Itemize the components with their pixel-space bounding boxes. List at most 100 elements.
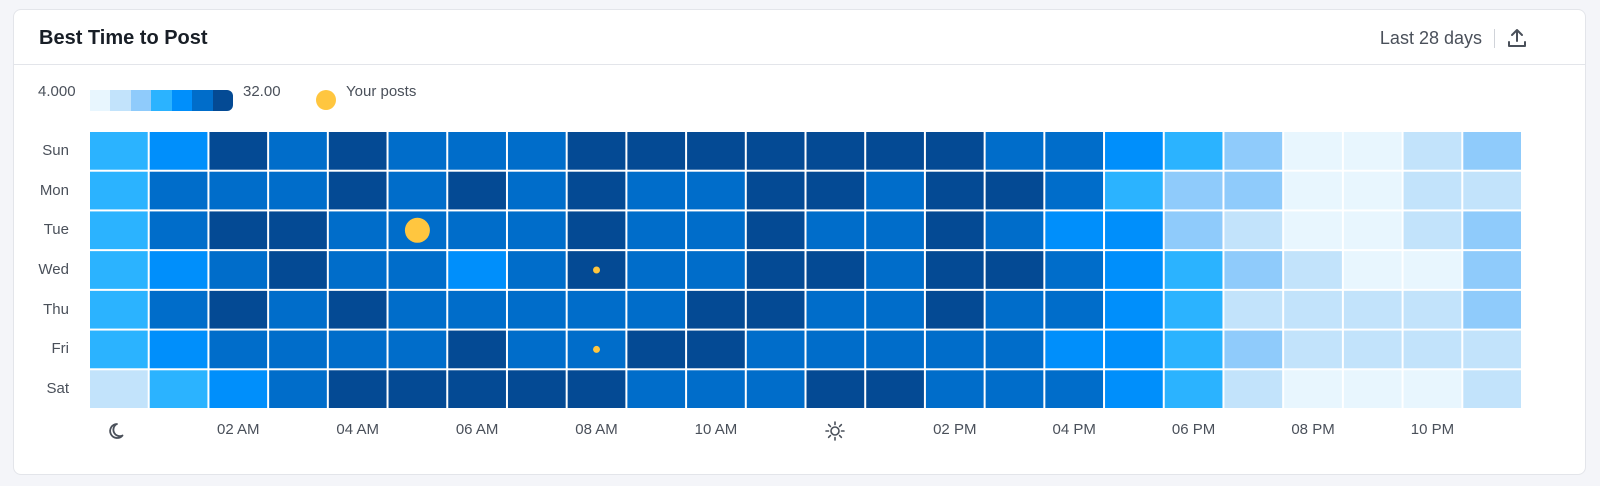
heatmap-cell-thu-04[interactable] <box>328 290 387 329</box>
heatmap-cell-mon-16[interactable] <box>1045 171 1104 210</box>
heatmap-cell-wed-01[interactable] <box>149 251 208 289</box>
heatmap-cell-sun-12[interactable] <box>806 132 865 170</box>
heatmap-cell-mon-14[interactable] <box>925 171 984 210</box>
heatmap-cell-tue-13[interactable] <box>866 211 924 250</box>
heatmap-cell-wed-15[interactable] <box>985 251 1044 289</box>
heatmap-cell-mon-07[interactable] <box>507 171 566 210</box>
heatmap-cell-sat-18[interactable] <box>1164 370 1223 408</box>
heatmap-cell-fri-03[interactable] <box>269 330 327 369</box>
heatmap-cell-fri-01[interactable] <box>149 330 208 369</box>
heatmap-cell-sat-08[interactable] <box>567 370 626 408</box>
heatmap-cell-tue-09[interactable] <box>627 211 686 250</box>
heatmap-cell-fri-04[interactable] <box>328 330 387 369</box>
heatmap-cell-tue-20[interactable] <box>1284 211 1342 250</box>
heatmap-cell-thu-02[interactable] <box>209 290 268 329</box>
heatmap-cell-thu-05[interactable] <box>388 290 447 329</box>
heatmap-cell-thu-14[interactable] <box>925 290 984 329</box>
heatmap-cell-sat-22[interactable] <box>1403 370 1462 408</box>
heatmap-cell-fri-14[interactable] <box>925 330 984 369</box>
heatmap-cell-sun-01[interactable] <box>149 132 208 170</box>
heatmap-cell-thu-12[interactable] <box>806 290 865 329</box>
heatmap-cell-mon-23[interactable] <box>1463 171 1521 210</box>
heatmap-cell-thu-03[interactable] <box>269 290 327 329</box>
heatmap-cell-fri-13[interactable] <box>866 330 924 369</box>
heatmap-cell-tue-16[interactable] <box>1045 211 1104 250</box>
heatmap-cell-fri-11[interactable] <box>746 330 805 369</box>
heatmap-cell-fri-21[interactable] <box>1343 330 1402 369</box>
heatmap-cell-thu-10[interactable] <box>687 290 745 329</box>
heatmap-cell-sun-05[interactable] <box>388 132 447 170</box>
heatmap-cell-mon-09[interactable] <box>627 171 686 210</box>
heatmap-cell-wed-22[interactable] <box>1403 251 1462 289</box>
heatmap-cell-sun-04[interactable] <box>328 132 387 170</box>
heatmap-cell-sun-21[interactable] <box>1343 132 1402 170</box>
post-marker-fri-8[interactable] <box>593 345 601 353</box>
heatmap-cell-wed-16[interactable] <box>1045 251 1104 289</box>
heatmap-cell-sat-20[interactable] <box>1284 370 1342 408</box>
heatmap-cell-sun-07[interactable] <box>507 132 566 170</box>
heatmap-cell-thu-22[interactable] <box>1403 290 1462 329</box>
heatmap-cell-thu-19[interactable] <box>1224 290 1283 329</box>
heatmap-cell-sun-22[interactable] <box>1403 132 1462 170</box>
heatmap-cell-tue-15[interactable] <box>985 211 1044 250</box>
heatmap-cell-tue-10[interactable] <box>687 211 745 250</box>
heatmap-cell-sat-07[interactable] <box>507 370 566 408</box>
heatmap-cell-thu-17[interactable] <box>1105 290 1163 329</box>
heatmap-cell-tue-23[interactable] <box>1463 211 1521 250</box>
heatmap-cell-mon-02[interactable] <box>209 171 268 210</box>
heatmap-cell-tue-11[interactable] <box>746 211 805 250</box>
heatmap-cell-fri-20[interactable] <box>1284 330 1342 369</box>
heatmap-cell-sat-19[interactable] <box>1224 370 1283 408</box>
heatmap-cell-sun-11[interactable] <box>746 132 805 170</box>
heatmap-cell-sun-13[interactable] <box>866 132 924 170</box>
heatmap-cell-fri-02[interactable] <box>209 330 268 369</box>
heatmap-cell-thu-18[interactable] <box>1164 290 1223 329</box>
heatmap-cell-thu-21[interactable] <box>1343 290 1402 329</box>
heatmap-cell-sun-14[interactable] <box>925 132 984 170</box>
heatmap-cell-wed-13[interactable] <box>866 251 924 289</box>
heatmap-cell-tue-12[interactable] <box>806 211 865 250</box>
heatmap-cell-sat-21[interactable] <box>1343 370 1402 408</box>
heatmap-cell-wed-07[interactable] <box>507 251 566 289</box>
heatmap-cell-thu-20[interactable] <box>1284 290 1342 329</box>
heatmap-cell-sat-17[interactable] <box>1105 370 1163 408</box>
heatmap-cell-thu-01[interactable] <box>149 290 208 329</box>
heatmap-cell-thu-23[interactable] <box>1463 290 1521 329</box>
heatmap-cell-wed-02[interactable] <box>209 251 268 289</box>
heatmap-cell-tue-19[interactable] <box>1224 211 1283 250</box>
heatmap-cell-wed-00[interactable] <box>90 251 148 289</box>
heatmap-cell-sat-00[interactable] <box>90 370 148 408</box>
heatmap-cell-mon-04[interactable] <box>328 171 387 210</box>
heatmap-cell-sat-04[interactable] <box>328 370 387 408</box>
heatmap-cell-sun-00[interactable] <box>90 132 148 170</box>
heatmap-cell-mon-15[interactable] <box>985 171 1044 210</box>
heatmap-cell-mon-08[interactable] <box>567 171 626 210</box>
heatmap-cell-wed-09[interactable] <box>627 251 686 289</box>
heatmap-cell-sun-15[interactable] <box>985 132 1044 170</box>
heatmap-cell-wed-10[interactable] <box>687 251 745 289</box>
heatmap-cell-mon-18[interactable] <box>1164 171 1223 210</box>
heatmap-cell-sun-03[interactable] <box>269 132 327 170</box>
heatmap-cell-fri-06[interactable] <box>448 330 506 369</box>
heatmap-cell-fri-19[interactable] <box>1224 330 1283 369</box>
heatmap-cell-mon-22[interactable] <box>1403 171 1462 210</box>
heatmap-cell-wed-14[interactable] <box>925 251 984 289</box>
heatmap-cell-fri-05[interactable] <box>388 330 447 369</box>
heatmap-cell-sat-12[interactable] <box>806 370 865 408</box>
heatmap-cell-thu-13[interactable] <box>866 290 924 329</box>
heatmap-cell-sun-17[interactable] <box>1105 132 1163 170</box>
heatmap-cell-mon-01[interactable] <box>149 171 208 210</box>
heatmap-cell-tue-02[interactable] <box>209 211 268 250</box>
heatmap-cell-sun-18[interactable] <box>1164 132 1223 170</box>
heatmap-cell-thu-07[interactable] <box>507 290 566 329</box>
heatmap-cell-thu-00[interactable] <box>90 290 148 329</box>
heatmap-cell-thu-09[interactable] <box>627 290 686 329</box>
period-selector[interactable]: Last 28 days <box>1379 28 1482 48</box>
heatmap-cell-fri-23[interactable] <box>1463 330 1521 369</box>
heatmap-cell-sun-20[interactable] <box>1284 132 1342 170</box>
heatmap-cell-wed-12[interactable] <box>806 251 865 289</box>
heatmap-cell-tue-01[interactable] <box>149 211 208 250</box>
heatmap-cell-fri-17[interactable] <box>1105 330 1163 369</box>
heatmap-cell-sat-13[interactable] <box>866 370 924 408</box>
heatmap-cell-tue-14[interactable] <box>925 211 984 250</box>
